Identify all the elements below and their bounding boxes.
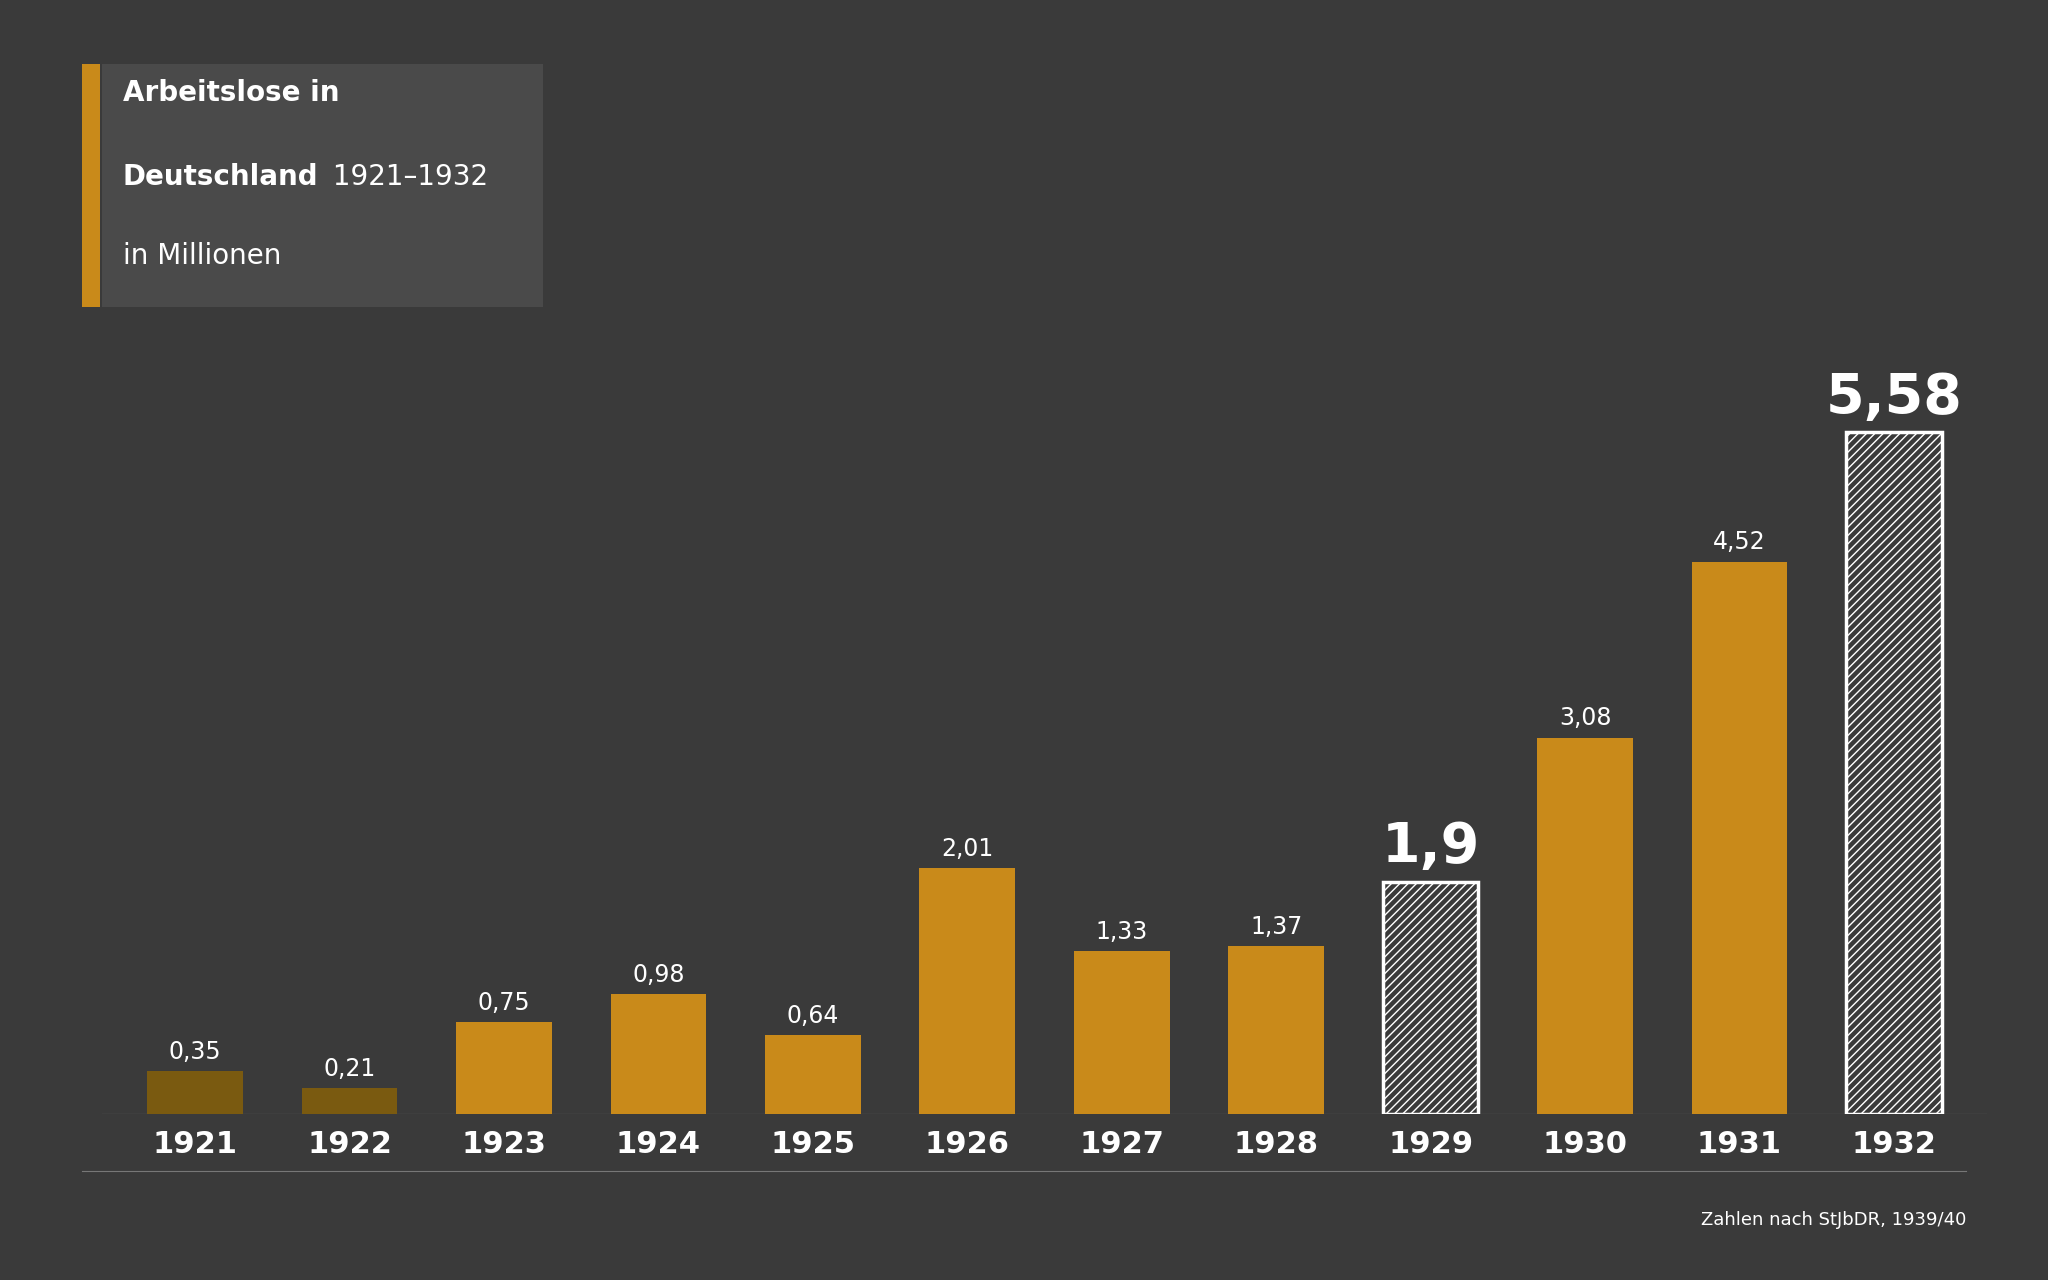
Bar <box>766 1036 860 1114</box>
Text: 0,35: 0,35 <box>168 1039 221 1064</box>
Bar <box>1538 737 1632 1114</box>
Text: 1,33: 1,33 <box>1096 920 1147 943</box>
Text: 0,21: 0,21 <box>324 1056 375 1080</box>
Bar <box>457 1021 551 1114</box>
Text: 0,75: 0,75 <box>477 991 530 1015</box>
Bar <box>1692 562 1788 1114</box>
Text: 5,58: 5,58 <box>1825 371 1962 425</box>
Text: Arbeitslose in: Arbeitslose in <box>123 79 340 108</box>
Text: 2,01: 2,01 <box>942 837 993 861</box>
Bar <box>1229 946 1323 1114</box>
Text: Deutschland: Deutschland <box>123 163 319 191</box>
Text: 0,64: 0,64 <box>786 1004 840 1028</box>
Text: Zahlen nach StJbDR, 1939/40: Zahlen nach StJbDR, 1939/40 <box>1700 1211 1966 1229</box>
Text: 1921–1932: 1921–1932 <box>324 163 487 191</box>
Bar <box>610 995 707 1114</box>
Text: 0,98: 0,98 <box>633 963 684 987</box>
Text: 1,9: 1,9 <box>1382 820 1481 874</box>
Bar <box>920 868 1016 1114</box>
Bar <box>1845 433 1942 1114</box>
Bar <box>1382 882 1479 1114</box>
Bar <box>301 1088 397 1114</box>
Text: 1,37: 1,37 <box>1249 915 1303 940</box>
Text: in Millionen: in Millionen <box>123 242 281 270</box>
Text: 3,08: 3,08 <box>1559 707 1612 730</box>
Text: 4,52: 4,52 <box>1712 530 1765 554</box>
Bar <box>1073 951 1169 1114</box>
Bar <box>147 1071 244 1114</box>
